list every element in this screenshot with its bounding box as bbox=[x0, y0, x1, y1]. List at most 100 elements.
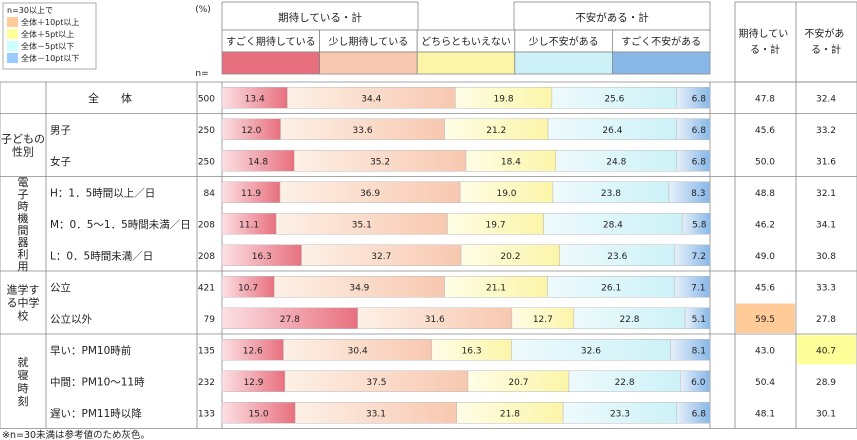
group-label: 子どもの性別 bbox=[1, 133, 45, 159]
bar-value-label: 6.8 bbox=[692, 126, 707, 136]
group-label-line: 時 bbox=[18, 200, 29, 213]
row-n: 232 bbox=[198, 378, 215, 388]
group-label-line: 利 bbox=[18, 248, 29, 261]
legend-label: 全体－5pt以下 bbox=[21, 41, 74, 51]
bar-value-label: 16.3 bbox=[252, 252, 272, 262]
category-swatch bbox=[514, 51, 613, 75]
legend-label: 全体＋10pt以上 bbox=[21, 17, 79, 27]
group-label-line: 進学す bbox=[7, 283, 40, 297]
legend-item: 全体－5pt以下 bbox=[7, 41, 74, 51]
sum-anxiety-value: 40.7 bbox=[816, 346, 836, 356]
bar-value-label: 10.7 bbox=[238, 283, 258, 293]
bar-value-label: 11.1 bbox=[239, 220, 259, 230]
group-label-line: る中学 bbox=[7, 296, 40, 310]
sum-expect-header: 期待してい る・計 bbox=[739, 27, 792, 56]
group-label-line: 性別 bbox=[12, 145, 34, 159]
bar-value-label: 23.8 bbox=[601, 189, 621, 199]
sum-anxiety-header: 不安があ る・計 bbox=[804, 27, 847, 56]
legend-swatch bbox=[7, 41, 18, 51]
category-swatch bbox=[319, 51, 418, 75]
group-label-line: 機 bbox=[18, 211, 29, 225]
legend-item: 全体＋10pt以上 bbox=[7, 17, 79, 27]
bar-value-label: 7.1 bbox=[691, 283, 705, 293]
sum-expect-value: 59.5 bbox=[755, 315, 775, 325]
sum-anxiety-value: 32.4 bbox=[816, 94, 836, 104]
bar-value-label: 26.1 bbox=[601, 283, 621, 293]
sum-anxiety-value: 32.1 bbox=[816, 189, 836, 199]
table-row: 男子 250 12.0 33.6 21.2 26.4 6.8 45.6 33.2 bbox=[50, 118, 836, 140]
sum-anxiety-value: 31.6 bbox=[816, 157, 836, 167]
bar-value-label: 8.1 bbox=[692, 346, 706, 356]
table-row: 女子 250 14.8 35.2 18.4 24.8 6.8 50.0 31.6 bbox=[50, 150, 836, 172]
bar-value-label: 37.5 bbox=[366, 378, 386, 388]
table-row: 中間：PM10～11時 232 12.9 37.5 20.7 22.8 6.0 50.4 28.… bbox=[50, 370, 836, 392]
row-n: 135 bbox=[198, 346, 215, 356]
legend-item: 全体－10pt以下 bbox=[7, 53, 79, 63]
category-header-label: すごく期待している bbox=[226, 35, 316, 48]
row-label: M：0．5～1．5時間未満／日 bbox=[50, 219, 191, 231]
sum-anxiety-header-line2: る・計 bbox=[811, 43, 841, 56]
bar-value-label: 8.3 bbox=[691, 189, 705, 199]
bar-segment bbox=[676, 118, 711, 140]
sum-expect-value: 45.6 bbox=[755, 283, 775, 293]
row-label: 女子 bbox=[50, 155, 71, 168]
table-row: 公立 421 10.7 34.9 21.1 26.1 7.1 45.6 33.3 bbox=[50, 276, 836, 298]
bar-segment bbox=[676, 402, 711, 424]
bar-value-label: 31.6 bbox=[425, 315, 445, 325]
category-header-label: どちらともいえない bbox=[421, 36, 511, 48]
sum-anxiety-value: 34.1 bbox=[816, 220, 836, 230]
row-label: 早い：PM10時前 bbox=[50, 344, 131, 357]
group-label-line: 寝 bbox=[18, 368, 29, 382]
row-n: 250 bbox=[198, 157, 215, 167]
bar-value-label: 15.0 bbox=[249, 409, 269, 419]
sum-anxiety-value: 33.2 bbox=[816, 126, 836, 136]
group-label-line: 子 bbox=[18, 188, 29, 201]
table-row: M：0．5～1．5時間未満／日 208 11.1 35.1 19.7 28.4 5.8 46.… bbox=[50, 213, 836, 235]
bar-value-label: 19.7 bbox=[486, 220, 506, 230]
bar-value-label: 19.8 bbox=[494, 94, 514, 104]
sum-expect-value: 48.8 bbox=[755, 189, 775, 199]
group-label-line: 器 bbox=[18, 236, 29, 249]
legend-label: 全体＋5pt以上 bbox=[21, 29, 74, 39]
legend-frame bbox=[2, 2, 97, 70]
bar-value-label: 34.9 bbox=[349, 283, 369, 293]
legend-title: n=30以上で bbox=[7, 6, 53, 15]
sum-expect-value: 47.8 bbox=[755, 94, 775, 104]
row-label: 男子 bbox=[50, 124, 71, 136]
group-label: 全 体 bbox=[88, 91, 132, 105]
group-label-line: 就 bbox=[18, 355, 29, 369]
bar-value-label: 27.8 bbox=[280, 315, 300, 325]
n-header: n= bbox=[195, 69, 208, 79]
bar-value-label: 7.2 bbox=[692, 252, 706, 262]
group-header-anxiety-box bbox=[513, 1, 711, 31]
bar-segment bbox=[676, 150, 711, 172]
sum-expect-value: 50.4 bbox=[755, 378, 775, 388]
group-label-line: 校 bbox=[18, 309, 29, 323]
bar-value-label: 33.1 bbox=[366, 409, 386, 419]
bar-value-label: 22.8 bbox=[615, 378, 635, 388]
row-n: 250 bbox=[198, 126, 215, 136]
bar-value-label: 12.0 bbox=[241, 126, 261, 136]
bar-value-label: 28.4 bbox=[603, 220, 623, 230]
bar-value-label: 5.8 bbox=[692, 220, 707, 230]
table-row: H：1．5時間以上／日 84 11.9 36.9 19.0 23.8 8.3 48.8 32.1 bbox=[50, 181, 836, 203]
table-row: 500 13.4 34.4 19.8 25.6 6.8 47.8 32.4 bbox=[198, 87, 836, 109]
row-label: 中間：PM10～11時 bbox=[50, 375, 145, 388]
bar-value-label: 6.8 bbox=[692, 94, 707, 104]
sum-anxiety-value: 30.8 bbox=[816, 252, 836, 262]
bar-value-label: 30.4 bbox=[348, 346, 368, 356]
group-label-line: 用 bbox=[18, 260, 29, 273]
legend: n=30以上で 全体＋10pt以上 全体＋5pt以上 全体－5pt以下 全体－1… bbox=[2, 2, 97, 70]
category-headers: すごく期待している 少し期待している どちらともいえない 少し不安がある すごく不安があ… bbox=[221, 29, 711, 75]
row-n: 421 bbox=[198, 283, 215, 293]
bar-value-label: 21.1 bbox=[486, 283, 506, 293]
group-label-line: 時 bbox=[18, 382, 29, 395]
legend-swatch bbox=[7, 29, 18, 39]
row-label: 公立以外 bbox=[50, 312, 92, 325]
category-header-label: 少し期待している bbox=[329, 35, 409, 48]
footnote: ※n=30未満は参考値のため灰色。 bbox=[2, 429, 150, 440]
category-header-label: 少し不安がある bbox=[529, 35, 599, 48]
bar-value-label: 11.9 bbox=[241, 189, 261, 199]
bar-value-label: 20.7 bbox=[508, 378, 528, 388]
bar-value-label: 21.2 bbox=[486, 126, 506, 136]
